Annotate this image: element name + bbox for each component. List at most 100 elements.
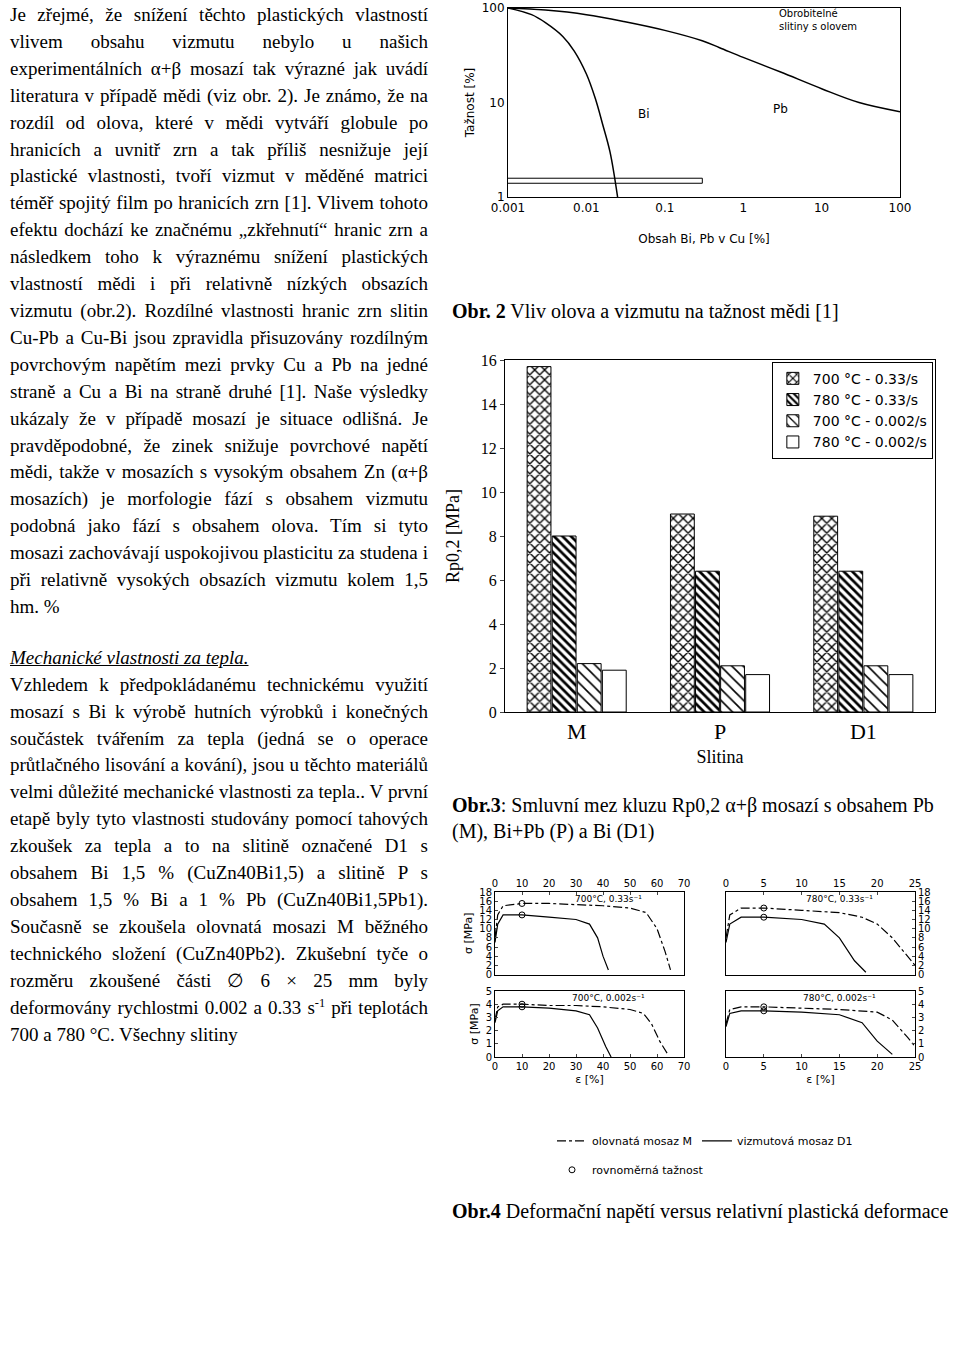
svg-text:5: 5 (761, 878, 767, 889)
svg-text:700 °C - 0.002/s: 700 °C - 0.002/s (813, 413, 927, 429)
svg-text:780°C, 0.33s⁻¹: 780°C, 0.33s⁻¹ (806, 894, 873, 904)
svg-text:10: 10 (516, 878, 529, 889)
svg-text:ε [%]: ε [%] (575, 1073, 603, 1086)
svg-text:rovnoměrná tažnost: rovnoměrná tažnost (592, 1164, 704, 1177)
svg-text:4: 4 (918, 999, 924, 1010)
svg-text:Rp0,2 [MPa]: Rp0,2 [MPa] (443, 489, 463, 583)
svg-text:780 °C - 0.33/s: 780 °C - 0.33/s (813, 392, 918, 408)
svg-text:15: 15 (833, 1061, 846, 1072)
svg-text:D1: D1 (850, 719, 877, 744)
svg-text:16: 16 (481, 352, 497, 369)
svg-text:4: 4 (918, 951, 924, 962)
svg-text:3: 3 (486, 1012, 492, 1023)
svg-text:0: 0 (918, 1052, 924, 1063)
svg-text:5: 5 (918, 986, 924, 997)
svg-text:2: 2 (918, 960, 924, 971)
svg-text:0.1: 0.1 (655, 201, 674, 215)
svg-text:σ [MPa]: σ [MPa] (462, 913, 475, 954)
svg-text:50: 50 (624, 878, 637, 889)
svg-text:780 °C - 0.002/s: 780 °C - 0.002/s (813, 434, 927, 450)
svg-text:12: 12 (479, 914, 492, 925)
svg-text:Pb: Pb (773, 102, 788, 116)
svg-text:10: 10 (481, 484, 497, 501)
svg-text:12: 12 (481, 440, 497, 457)
svg-text:100: 100 (482, 1, 505, 15)
svg-text:M: M (567, 719, 587, 744)
svg-text:5: 5 (486, 986, 492, 997)
svg-text:10: 10 (489, 96, 504, 110)
svg-text:40: 40 (597, 1061, 610, 1072)
svg-text:5: 5 (761, 1061, 767, 1072)
svg-text:40: 40 (597, 878, 610, 889)
svg-text:0.01: 0.01 (573, 201, 600, 215)
svg-text:12: 12 (918, 914, 931, 925)
svg-text:20: 20 (543, 878, 556, 889)
svg-text:σ [MPa]: σ [MPa] (468, 1003, 481, 1044)
svg-text:70: 70 (678, 878, 691, 889)
svg-text:8: 8 (918, 932, 924, 943)
svg-text:8: 8 (486, 932, 492, 943)
svg-text:0: 0 (723, 878, 729, 889)
svg-text:0: 0 (918, 969, 924, 980)
svg-text:vizmutová mosaz D1: vizmutová mosaz D1 (737, 1135, 852, 1148)
svg-text:780°C, 0.002s⁻¹: 780°C, 0.002s⁻¹ (803, 993, 876, 1003)
svg-text:6: 6 (486, 942, 492, 953)
svg-text:Obsah Bi, Pb v Cu [%]: Obsah Bi, Pb v Cu [%] (638, 232, 769, 246)
svg-text:olovnatá mosaz M: olovnatá mosaz M (592, 1135, 692, 1148)
svg-text:1: 1 (739, 201, 747, 215)
svg-text:700 °C - 0.33/s: 700 °C - 0.33/s (813, 371, 918, 387)
svg-text:6: 6 (489, 572, 497, 589)
svg-text:30: 30 (570, 878, 583, 889)
svg-text:0: 0 (723, 1061, 729, 1072)
svg-text:Bi: Bi (638, 107, 650, 121)
svg-text:14: 14 (479, 905, 492, 916)
svg-text:4: 4 (486, 951, 492, 962)
svg-text:6: 6 (918, 942, 924, 953)
svg-text:15: 15 (833, 878, 846, 889)
svg-text:10: 10 (516, 1061, 529, 1072)
svg-text:Obrobitelnéslitiny s olovem: Obrobitelnéslitiny s olovem (779, 8, 857, 32)
svg-text:25: 25 (909, 1061, 922, 1072)
svg-text:0: 0 (492, 1061, 498, 1072)
svg-text:10: 10 (479, 923, 492, 934)
svg-text:10: 10 (795, 878, 808, 889)
svg-text:60: 60 (651, 1061, 664, 1072)
svg-text:100: 100 (889, 201, 912, 215)
svg-text:700°C, 0.002s⁻¹: 700°C, 0.002s⁻¹ (572, 993, 645, 1003)
svg-text:50: 50 (624, 1061, 637, 1072)
svg-text:16: 16 (918, 896, 931, 907)
svg-text:60: 60 (651, 878, 664, 889)
svg-text:2: 2 (489, 660, 497, 677)
svg-text:0: 0 (486, 1052, 492, 1063)
svg-text:4: 4 (489, 616, 497, 633)
svg-text:10: 10 (795, 1061, 808, 1072)
svg-text:18: 18 (479, 887, 492, 898)
svg-text:18: 18 (918, 887, 931, 898)
svg-text:30: 30 (570, 1061, 583, 1072)
svg-text:8: 8 (489, 528, 497, 545)
svg-text:10: 10 (814, 201, 829, 215)
svg-text:2: 2 (486, 960, 492, 971)
svg-text:Tažnost [%]: Tažnost [%] (463, 68, 477, 138)
svg-text:2: 2 (486, 1025, 492, 1036)
svg-text:14: 14 (918, 905, 931, 916)
svg-text:20: 20 (543, 1061, 556, 1072)
svg-text:700°C, 0.33s⁻¹: 700°C, 0.33s⁻¹ (575, 894, 642, 904)
svg-text:20: 20 (871, 878, 884, 889)
svg-text:P: P (714, 719, 726, 744)
svg-text:0: 0 (486, 969, 492, 980)
svg-text:ε [%]: ε [%] (806, 1073, 834, 1086)
svg-text:3: 3 (918, 1012, 924, 1023)
svg-text:1: 1 (918, 1038, 924, 1049)
svg-text:14: 14 (481, 396, 497, 413)
svg-text:2: 2 (918, 1025, 924, 1036)
svg-text:1: 1 (486, 1038, 492, 1049)
svg-text:0: 0 (489, 704, 497, 721)
svg-text:0.001: 0.001 (491, 201, 525, 215)
svg-text:25: 25 (909, 878, 922, 889)
svg-text:70: 70 (678, 1061, 691, 1072)
svg-text:Slitina: Slitina (696, 747, 743, 767)
svg-text:10: 10 (918, 923, 931, 934)
svg-text:20: 20 (871, 1061, 884, 1072)
svg-text:1: 1 (497, 190, 505, 204)
